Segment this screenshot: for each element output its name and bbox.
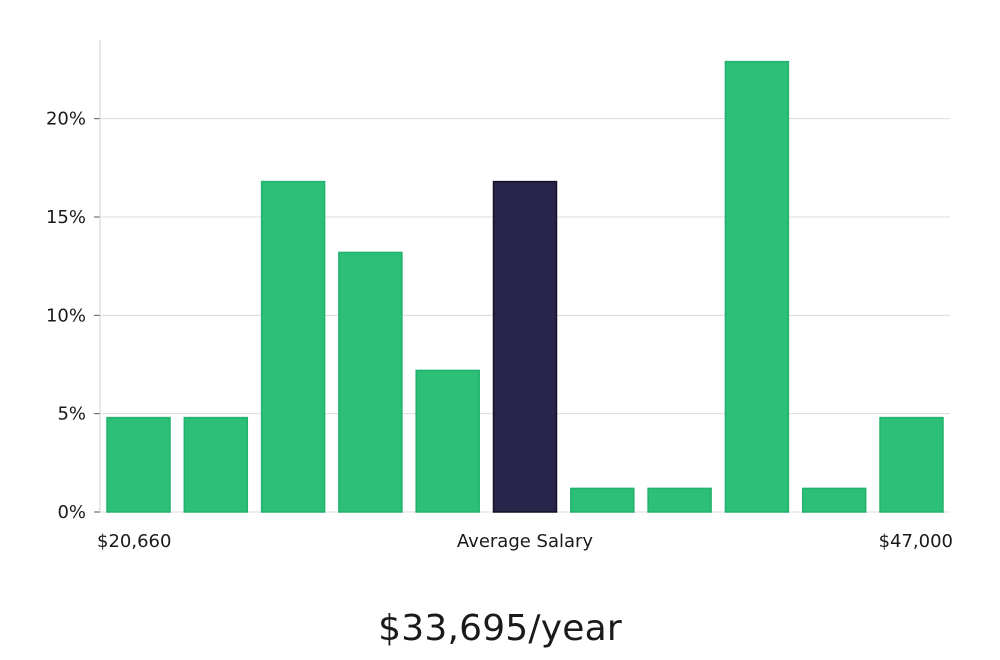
bar bbox=[570, 487, 635, 513]
bar-highlighted bbox=[492, 180, 558, 513]
y-tick-label: 0% bbox=[57, 502, 86, 523]
bar bbox=[183, 416, 249, 513]
x-axis-labels: $20,660 Average Salary $47,000 bbox=[97, 531, 953, 552]
bar bbox=[338, 251, 403, 513]
average-salary-value: $33,695/year bbox=[378, 608, 622, 649]
y-tick-label: 5% bbox=[57, 404, 86, 425]
bar bbox=[801, 487, 867, 513]
y-tick-labels: 0% 5% 10% 15% 20% bbox=[46, 109, 86, 523]
y-tick-label: 15% bbox=[46, 207, 86, 228]
y-tick-label: 10% bbox=[46, 305, 86, 326]
bars bbox=[106, 60, 944, 513]
x-end-label: $47,000 bbox=[879, 531, 953, 552]
bar-chart: 0% 5% 10% 15% 20% $20,660 Average Salary $47… bbox=[46, 40, 953, 552]
bar bbox=[647, 487, 712, 513]
bar bbox=[724, 60, 790, 513]
bar bbox=[106, 416, 171, 513]
x-center-label: Average Salary bbox=[457, 531, 594, 552]
bar bbox=[260, 180, 326, 513]
bar bbox=[879, 416, 944, 513]
bar bbox=[415, 369, 480, 513]
y-tick-label: 20% bbox=[46, 109, 86, 130]
x-start-label: $20,660 bbox=[97, 531, 171, 552]
